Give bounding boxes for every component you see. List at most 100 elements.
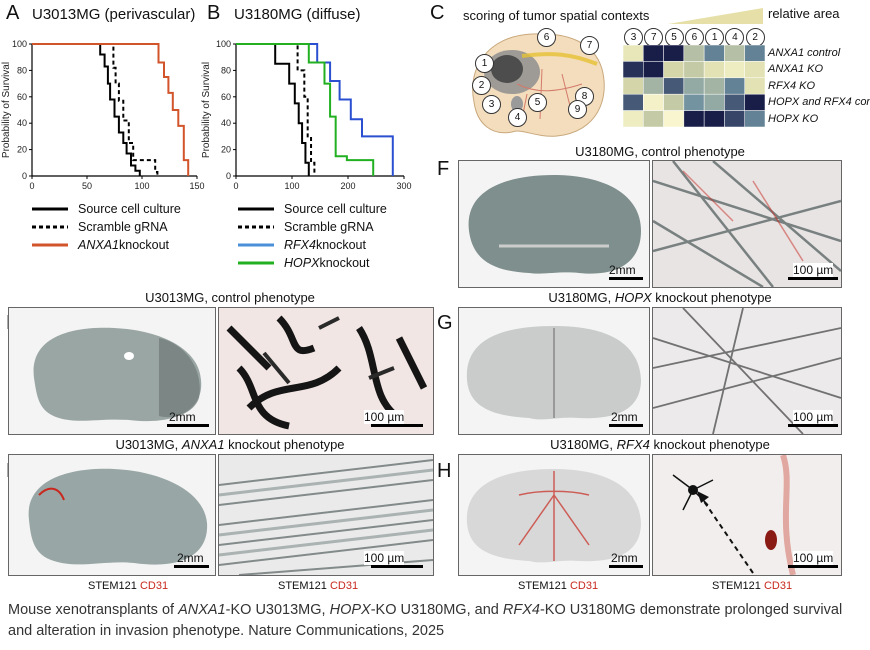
legend-swatch bbox=[32, 207, 68, 211]
panel-f-overview-image: 2mm bbox=[458, 160, 650, 288]
heatmap-column-label: 3 bbox=[624, 28, 643, 47]
scale-label-100um: 100 µm bbox=[793, 410, 834, 424]
x-tick-label: 300 bbox=[396, 181, 411, 191]
heatmap-cell bbox=[683, 45, 705, 62]
heatmap-cell bbox=[643, 45, 664, 62]
heatmap-cell bbox=[663, 93, 685, 111]
panel-f-title: U3180MG, control phenotype bbox=[575, 144, 745, 159]
panel-e-overview-image: 2mm bbox=[8, 454, 216, 576]
heatmap-cell bbox=[623, 93, 644, 111]
series-line-scramble-grna bbox=[236, 43, 316, 176]
scale-label-100um: 100 µm bbox=[793, 551, 834, 565]
heatmap-cell bbox=[643, 77, 664, 95]
heatmap-row-label: HOPX KO bbox=[768, 112, 819, 125]
heatmap-cell bbox=[683, 110, 705, 127]
legend-label-italic: RFX4 bbox=[284, 238, 316, 252]
series-line-rfx4-knockout bbox=[236, 43, 394, 176]
heatmap-cell bbox=[663, 45, 685, 62]
series-line-source-cell-culture bbox=[236, 43, 310, 176]
relative-area-label: relative area bbox=[768, 6, 840, 21]
x-tick-label: 0 bbox=[233, 181, 238, 191]
context-marker-2: 2 bbox=[472, 76, 491, 95]
y-axis-label: Probability of Survival bbox=[201, 62, 212, 158]
panel-h-overview-image: 2mm bbox=[458, 454, 650, 576]
legend-a: Source cell culture Scramble gRNA ANXA1 kn… bbox=[32, 200, 181, 254]
legend-label-italic: HOPX bbox=[284, 256, 320, 270]
scale-label-100um: 100 µm bbox=[364, 551, 405, 565]
panel-d-title: U3013MG, control phenotype bbox=[145, 290, 315, 305]
legend-b: Source cell culture Scramble gRNA RFX4 kno… bbox=[238, 200, 387, 272]
legend-label: Scramble gRNA bbox=[284, 220, 374, 234]
panel-c-title: scoring of tumor spatial contexts bbox=[463, 8, 650, 23]
figure-caption: Mouse xenotransplants of ANXA1-KO U3013M… bbox=[8, 600, 868, 642]
legend-swatch bbox=[238, 243, 274, 247]
series-line-scramble-grna bbox=[32, 43, 159, 176]
legend-label: Source cell culture bbox=[78, 202, 181, 216]
legend-item: Scramble gRNA bbox=[32, 218, 181, 236]
heatmap-cell bbox=[703, 110, 725, 127]
heatmap-cell bbox=[643, 93, 664, 111]
x-tick-label: 150 bbox=[189, 181, 204, 191]
caption-fragment: -KO U3180MG demonstrate prolonged surviv… bbox=[8, 602, 843, 639]
panel-e-detail-image: 100 µm bbox=[218, 454, 434, 576]
legend-item: Scramble gRNA bbox=[238, 218, 387, 236]
x-tick-label: 100 bbox=[134, 181, 149, 191]
panel-a-title: U3013MG (perivascular) bbox=[32, 6, 196, 23]
stain-label-h-overview: STEM121 CD31 bbox=[518, 580, 599, 592]
heatmap-cell bbox=[724, 45, 745, 62]
x-tick-label: 100 bbox=[284, 181, 299, 191]
panel-label-a: A bbox=[6, 2, 20, 24]
legend-label: Source cell culture bbox=[284, 202, 387, 216]
legend-label: knockout bbox=[119, 238, 170, 252]
relative-area-wedge bbox=[668, 8, 763, 24]
y-tick-label: 20 bbox=[221, 145, 231, 155]
context-marker-9: 9 bbox=[568, 100, 587, 119]
legend-label: knockout bbox=[315, 238, 366, 252]
heatmap-cell bbox=[744, 45, 765, 62]
y-tick-label: 60 bbox=[17, 92, 27, 102]
heatmap-cell bbox=[663, 61, 685, 79]
heatmap-row-label: RFX4 KO bbox=[768, 79, 816, 92]
heatmap-cell bbox=[744, 61, 765, 79]
heatmap-cell bbox=[663, 77, 685, 95]
heatmap-cell bbox=[643, 110, 664, 127]
legend-swatch bbox=[238, 225, 274, 229]
context-marker-1: 1 bbox=[475, 54, 494, 73]
stain-label-e-overview: STEM121 CD31 bbox=[88, 580, 169, 592]
legend-swatch bbox=[32, 243, 68, 247]
panel-g-overview-image: 2mm bbox=[458, 307, 650, 435]
context-marker-4: 4 bbox=[508, 108, 527, 127]
scale-label-100um: 100 µm bbox=[364, 410, 405, 424]
y-tick-label: 100 bbox=[216, 39, 231, 49]
y-tick-label: 0 bbox=[226, 171, 231, 181]
scale-label-2mm: 2mm bbox=[169, 410, 196, 424]
heatmap-cell bbox=[724, 61, 745, 79]
heatmap-cell bbox=[683, 93, 705, 111]
stain-label-e-detail: STEM121 CD31 bbox=[278, 580, 359, 592]
panel-e-title: U3013MG, ANXA1 knockout phenotype bbox=[115, 437, 345, 452]
y-tick-label: 40 bbox=[17, 118, 27, 128]
scale-label-100um: 100 µm bbox=[793, 263, 834, 277]
heatmap-cell bbox=[724, 77, 745, 95]
spatial-context-heatmap bbox=[623, 45, 765, 127]
heatmap-cell bbox=[703, 77, 725, 95]
x-tick-label: 50 bbox=[82, 181, 92, 191]
panel-label-f: F bbox=[437, 158, 450, 180]
heatmap-cell bbox=[703, 61, 725, 79]
context-marker-6: 6 bbox=[537, 28, 556, 47]
heatmap-cell bbox=[643, 61, 664, 79]
panel-f-detail-image: 100 µm bbox=[652, 160, 842, 288]
scale-label-2mm: 2mm bbox=[611, 551, 638, 565]
panel-label-g: G bbox=[437, 312, 453, 334]
caption-fragment: -KO U3013MG, bbox=[225, 602, 330, 618]
series-line-source-cell-culture bbox=[32, 43, 141, 176]
caption-fragment: ANXA1 bbox=[178, 602, 226, 618]
legend-item: RFX4 knockout bbox=[238, 236, 387, 254]
y-tick-label: 40 bbox=[221, 118, 231, 128]
legend-label: knockout bbox=[319, 256, 370, 270]
heatmap-cell bbox=[703, 45, 725, 62]
caption-fragment: HOPX bbox=[329, 602, 371, 618]
scale-label-2mm: 2mm bbox=[611, 410, 638, 424]
survival-chart-b: 0 20 40 60 80 100 0 100 200 300 Probability of Sur… bbox=[201, 39, 412, 191]
heatmap-cell bbox=[683, 77, 705, 95]
